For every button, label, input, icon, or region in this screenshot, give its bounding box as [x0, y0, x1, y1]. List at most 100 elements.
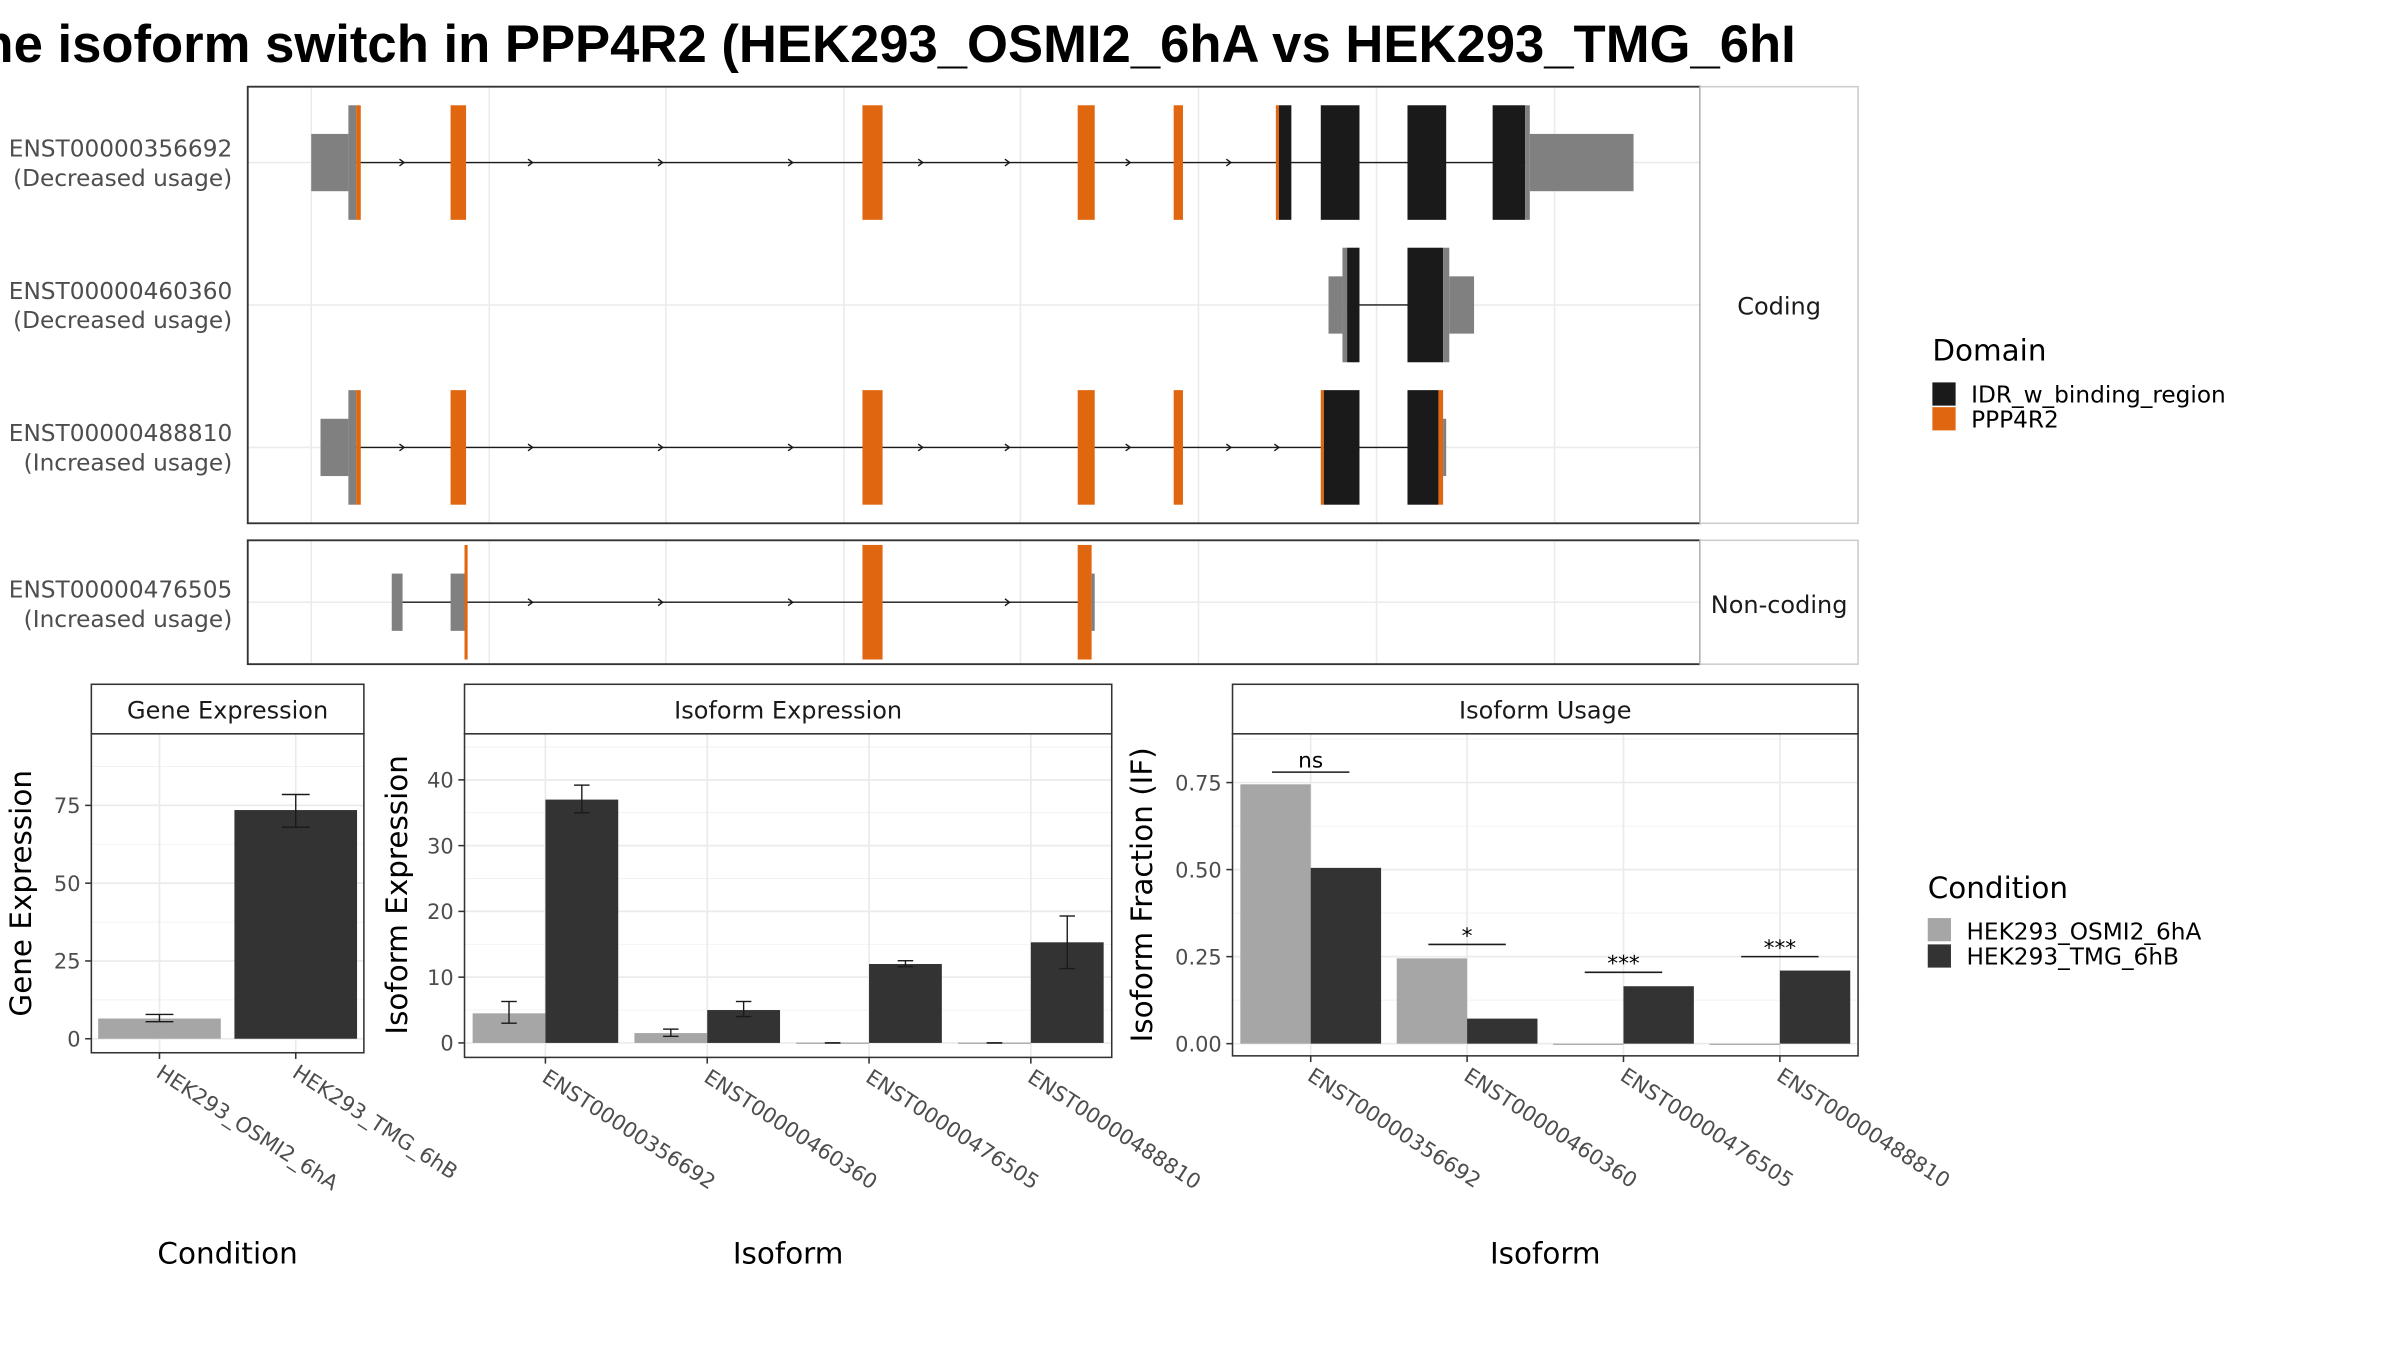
- legend-label-tmg: HEK293_TMG_6hB: [1966, 944, 2179, 971]
- isoform-expression-strip-label: Isoform Expression: [674, 696, 902, 724]
- intron-direction-arrow: [1004, 443, 1011, 452]
- coding-strip-label: Coding: [1737, 292, 1821, 320]
- domain-legend-title: Domain: [1932, 334, 2046, 368]
- exon-segment: [1342, 247, 1348, 363]
- transcript-labels: ENST00000356692 (Decreased usage) ENST00…: [9, 135, 232, 633]
- y-tick-label: 10: [427, 966, 454, 990]
- intron-direction-arrow: [1004, 158, 1011, 167]
- noncoding-panel: Non-coding: [246, 539, 1859, 666]
- coding-strip: [1699, 85, 1859, 525]
- isoform-usage-significance: ns*******: [1272, 748, 1819, 977]
- exon-segment: [356, 390, 361, 505]
- exon-segment: [1407, 105, 1447, 220]
- intron-direction-arrow: [1225, 158, 1233, 167]
- utr-segment: [1443, 418, 1447, 477]
- gene-expression-error-bars: [145, 793, 310, 1023]
- exon-segment: [1492, 105, 1526, 220]
- isoform-expression-bars: [472, 799, 1104, 1044]
- exon-segment: [348, 105, 357, 220]
- intron-direction-arrow: [1273, 443, 1281, 452]
- transcript-id-label: ENST00000356692: [9, 135, 232, 162]
- transcript-id-label: ENST00000460360: [9, 278, 232, 305]
- intron-direction-arrow: [527, 598, 534, 607]
- exon-segment: [1077, 544, 1092, 660]
- bar: [1467, 1018, 1538, 1044]
- intron-direction-arrow: [917, 443, 925, 452]
- utr-segment: [1328, 276, 1343, 334]
- isoform-usage-border: [1231, 733, 1859, 1057]
- intron-direction-arrow: [787, 158, 794, 167]
- legend-swatch-ppp4r2: [1932, 407, 1956, 431]
- y-tick-label: 75: [54, 794, 81, 818]
- intron-direction-arrow: [1125, 158, 1132, 167]
- intron-direction-arrow: [399, 443, 406, 452]
- exon-segment: [1407, 390, 1439, 505]
- transcript-id-label: ENST00000476505: [9, 577, 232, 604]
- exon-segment: [1407, 247, 1444, 363]
- y-tick-label: 0.00: [1175, 1032, 1222, 1056]
- y-tick-label: 30: [427, 834, 454, 858]
- legend-label-ppp4r2: PPP4R2: [1971, 406, 2059, 433]
- figure-title: ne isoform switch in PPP4R2 (HEK293_OSMI…: [0, 15, 1796, 74]
- exon-segment: [1275, 105, 1279, 220]
- legend-swatch-osmi2: [1927, 918, 1951, 942]
- noncoding-strip-label: Non-coding: [1711, 591, 1848, 619]
- bar: [1396, 958, 1468, 1044]
- gene-expression-strip-label: Gene Expression: [127, 696, 328, 724]
- exon-segment: [464, 544, 468, 660]
- intron-direction-arrow: [917, 158, 925, 167]
- isoform-expression-border: [463, 733, 1113, 1059]
- intron-direction-arrow: [1225, 443, 1233, 452]
- utr-segment: [320, 418, 349, 477]
- transcript-structure-plot: Coding Non-coding ENST00000356692 (Decre…: [9, 85, 1859, 666]
- gene-expression-x-title: Condition: [157, 1236, 297, 1270]
- y-tick-label: 0.25: [1175, 945, 1222, 969]
- exon-segment: [356, 105, 361, 220]
- bar: [234, 810, 358, 1039]
- noncoding-panel-tracks: [391, 544, 1095, 660]
- exon-segment: [1173, 105, 1183, 220]
- transcript-usage-label: (Decreased usage): [13, 165, 232, 192]
- y-tick-label: 0: [67, 1027, 80, 1051]
- isoform-usage-y-ticks: 0.00 0.25 0.50 0.75: [1175, 771, 1233, 1056]
- bar: [1709, 1043, 1780, 1045]
- exon-segment: [862, 390, 883, 505]
- exon-segment: [1525, 105, 1530, 220]
- bar: [634, 1033, 708, 1043]
- exon-segment: [1323, 390, 1360, 505]
- bar: [869, 964, 942, 1043]
- transcript-usage-label: (Decreased usage): [13, 307, 232, 334]
- exon-segment: [1320, 390, 1324, 505]
- condition-legend-title: Condition: [1928, 871, 2068, 905]
- bar: [1779, 970, 1851, 1044]
- transcript-usage-label: (Increased usage): [24, 606, 233, 633]
- utr-segment: [1449, 276, 1475, 334]
- gene-expression-bars: [98, 810, 358, 1039]
- legend-label-osmi2: HEK293_OSMI2_6hA: [1966, 919, 2201, 946]
- isoform-usage-x-title: Isoform: [1490, 1236, 1601, 1270]
- intron-direction-arrow: [527, 158, 534, 167]
- transcript-id-label: ENST00000488810: [9, 420, 232, 447]
- legend-label-idr: IDR_w_binding_region: [1971, 382, 2226, 409]
- intron-direction-arrow: [527, 443, 534, 452]
- exon-segment: [348, 390, 357, 505]
- isoform-usage-bars: [1240, 784, 1851, 1045]
- bar: [545, 799, 619, 1043]
- bar: [1240, 784, 1311, 1044]
- exon-segment: [862, 105, 883, 220]
- isoform-expression-error-bars: [501, 784, 1075, 1044]
- exon-segment: [1347, 247, 1360, 363]
- utr-segment: [1529, 133, 1634, 192]
- exon-segment: [1443, 247, 1450, 363]
- y-tick-label: 20: [427, 900, 454, 924]
- condition-legend: Condition HEK293_OSMI2_6hA HEK293_TMG_6h…: [1927, 871, 2202, 971]
- y-tick-label: 0: [440, 1032, 453, 1056]
- gene-expression-strip: [90, 683, 365, 735]
- utr-segment: [450, 573, 465, 631]
- isoform-expression-strip: [463, 683, 1113, 735]
- gene-expression-border: [90, 733, 365, 1054]
- transcript-usage-label: (Increased usage): [24, 450, 233, 477]
- bar: [98, 1018, 221, 1039]
